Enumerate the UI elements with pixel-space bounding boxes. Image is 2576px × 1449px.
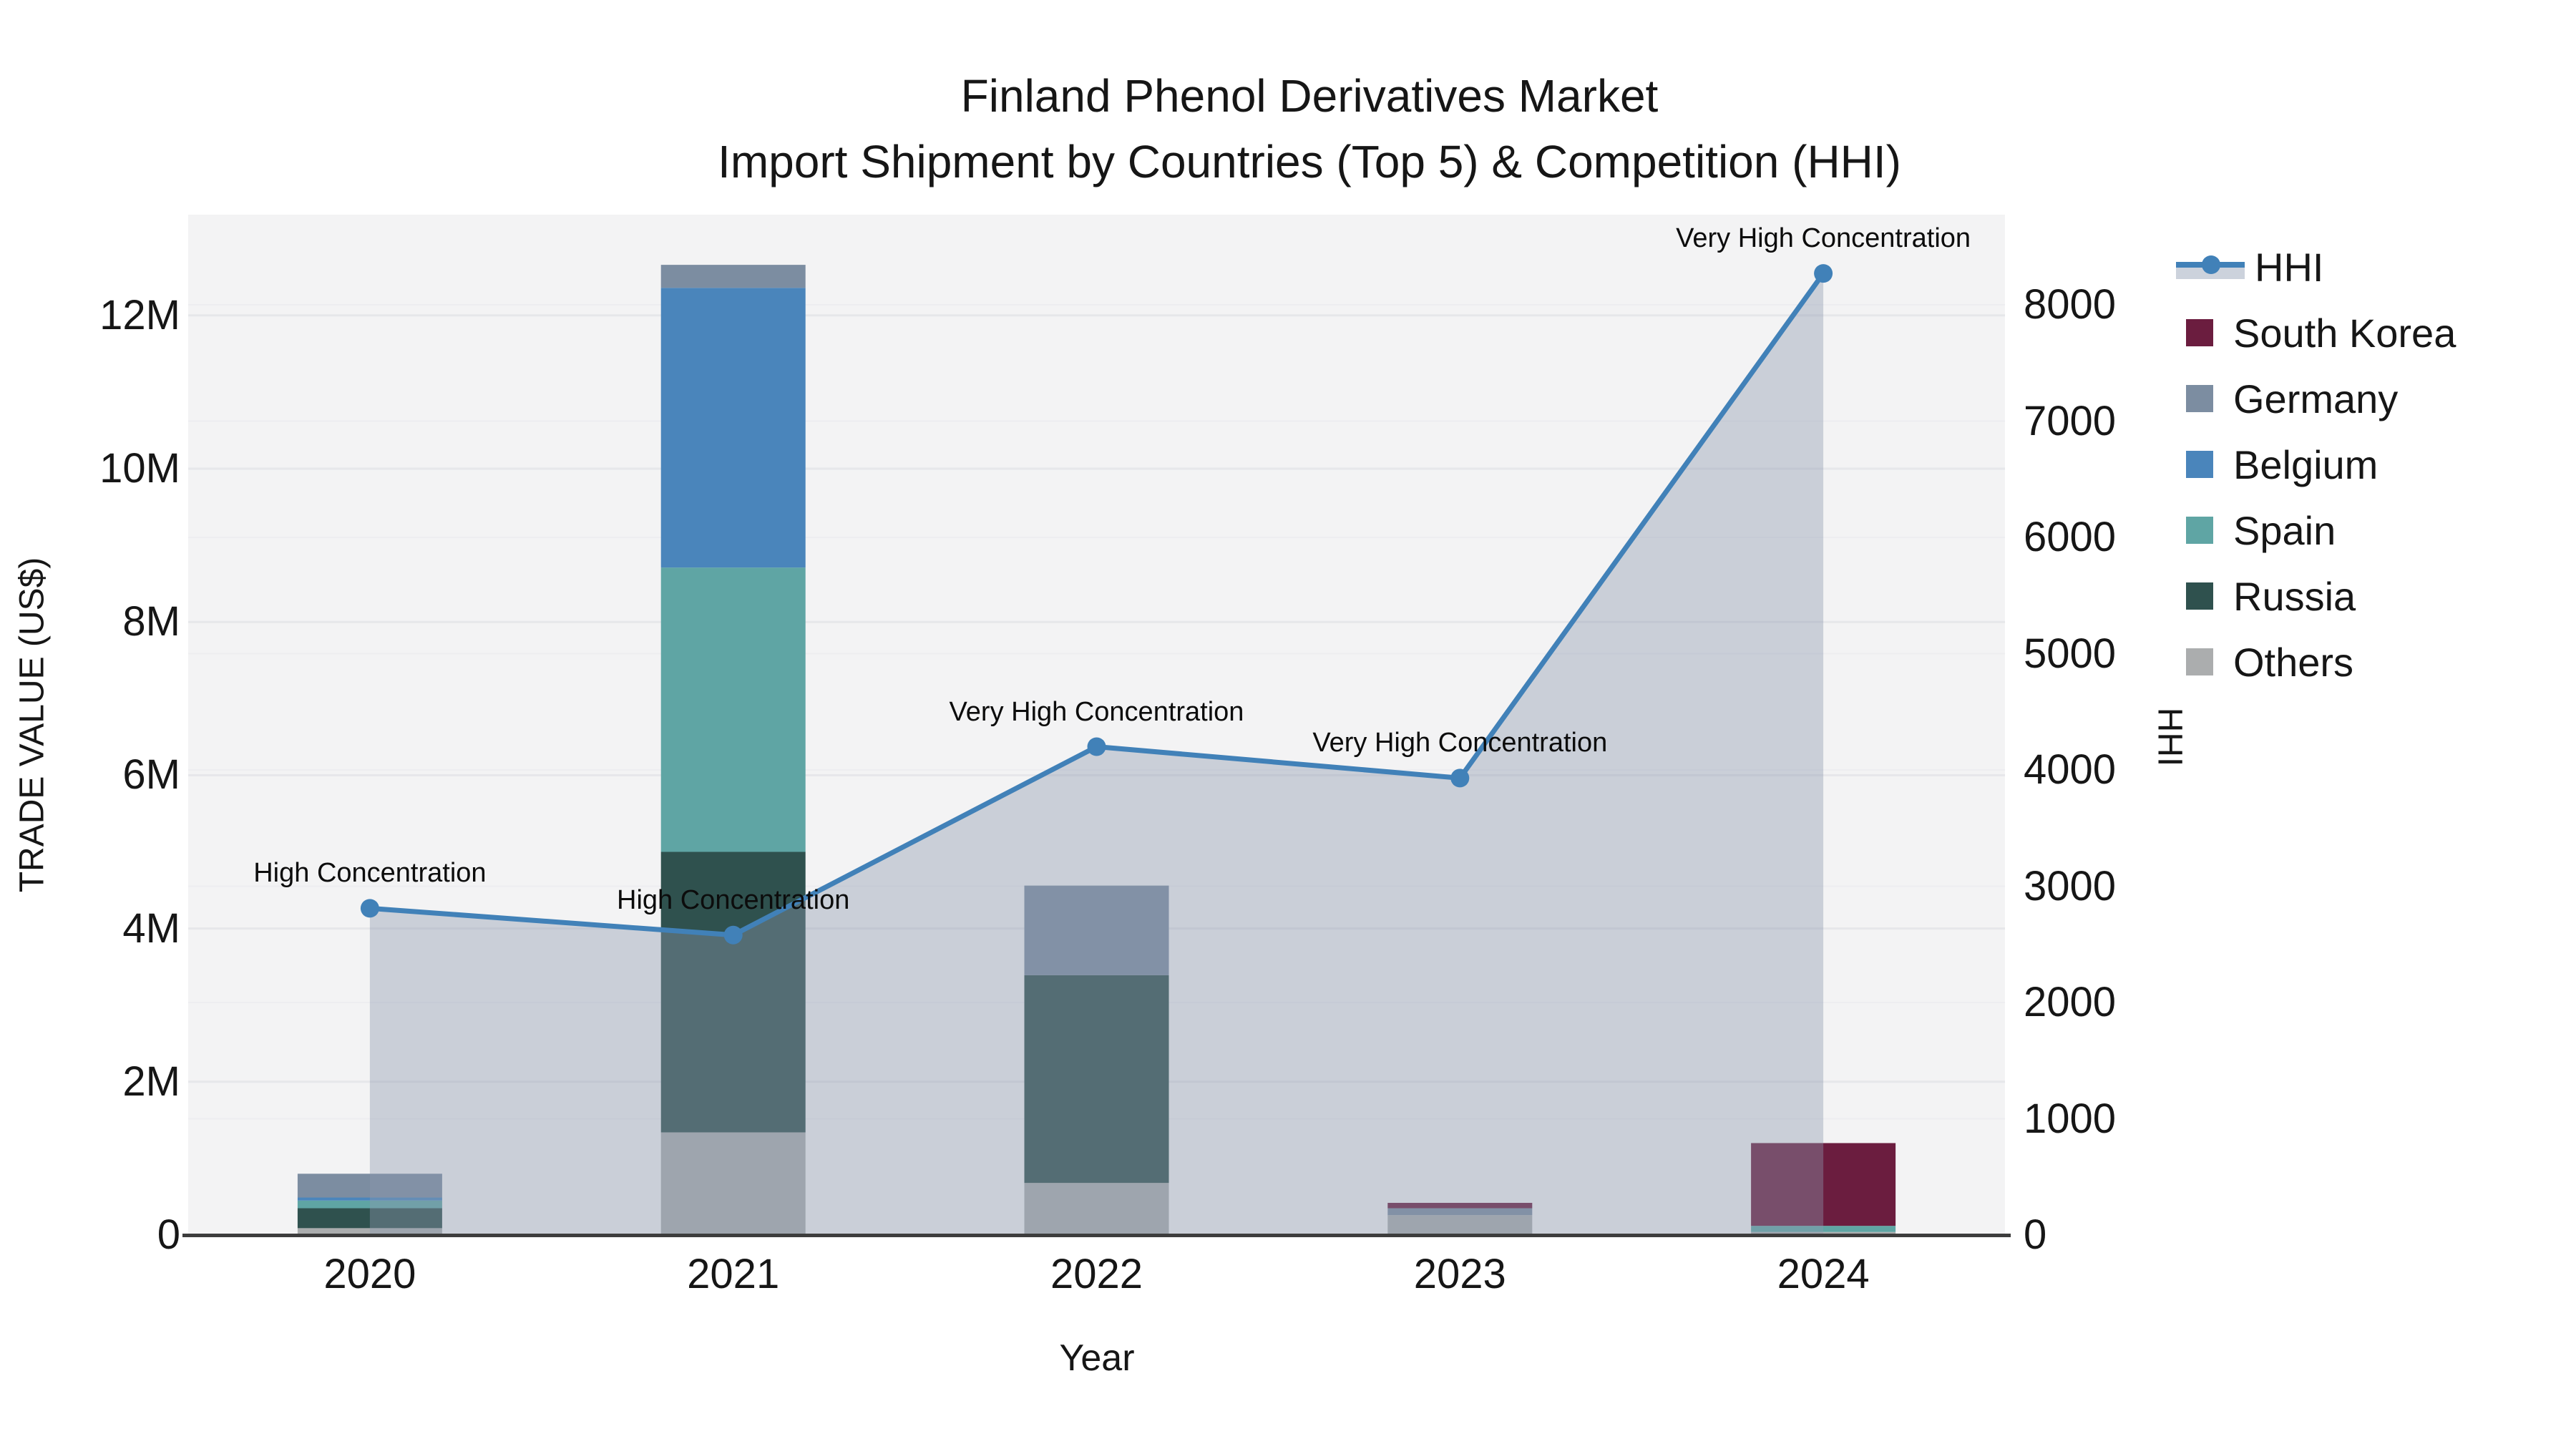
- legend-swatch-icon: [2186, 582, 2213, 610]
- legend-swatch-icon: [2186, 648, 2213, 675]
- bar-segment-germany-2020[interactable]: [297, 1174, 442, 1198]
- hhi-point-2023[interactable]: [1450, 769, 1470, 788]
- y-right-tick-8000: 8000: [2024, 281, 2117, 328]
- bar-segment-south-korea-2024[interactable]: [1751, 1143, 1896, 1226]
- legend-item-spain[interactable]: Spain: [2186, 497, 2456, 563]
- x-axis-line: [182, 1234, 2011, 1237]
- hhi-point-2020[interactable]: [360, 899, 379, 918]
- bar-segment-others-2020[interactable]: [297, 1228, 442, 1235]
- legend-label: Germany: [2233, 376, 2399, 421]
- x-tick-2021: 2021: [687, 1251, 780, 1297]
- legend-label: Spain: [2233, 507, 2336, 553]
- y-right-tick-2000: 2000: [2024, 979, 2117, 1025]
- y-left-tick-8M: 8M: [122, 598, 180, 645]
- y-right-tick-0: 0: [2024, 1211, 2047, 1258]
- y-left-tick-10M: 10M: [99, 445, 180, 492]
- bar-segment-belgium-2021[interactable]: [660, 288, 806, 568]
- bar-segment-south-korea-2023[interactable]: [1387, 1203, 1533, 1209]
- hhi-line-icon: [2176, 253, 2245, 280]
- legend-item-germany[interactable]: Germany: [2186, 366, 2456, 431]
- legend-swatch-icon: [2186, 451, 2213, 478]
- bar-segment-spain-2024[interactable]: [1751, 1226, 1896, 1232]
- legend-item-others[interactable]: Others: [2186, 629, 2456, 695]
- hhi-annotation-2021: High Concentration: [617, 884, 850, 915]
- hhi-annotation-2023: Very High Concentration: [1312, 728, 1608, 758]
- bar-segment-germany-2021[interactable]: [660, 265, 806, 288]
- bar-segment-others-2021[interactable]: [660, 1132, 806, 1235]
- legend-item-russia[interactable]: Russia: [2186, 563, 2456, 629]
- y-right-tick-5000: 5000: [2024, 630, 2117, 677]
- x-tick-2023: 2023: [1413, 1251, 1506, 1297]
- x-axis-title: Year: [1059, 1337, 1135, 1379]
- hhi-point-2024[interactable]: [1814, 264, 1833, 283]
- y-axis-title-right: HHI: [2150, 707, 2189, 767]
- bar-segment-germany-2022[interactable]: [1024, 885, 1169, 975]
- y-left-tick-2M: 2M: [122, 1058, 180, 1105]
- hhi-point-2022[interactable]: [1087, 737, 1106, 756]
- bar-segment-spain-2020[interactable]: [297, 1200, 442, 1209]
- legend-item-belgium[interactable]: Belgium: [2186, 431, 2456, 497]
- y-left-tick-6M: 6M: [122, 751, 180, 799]
- y-right-tick-6000: 6000: [2024, 514, 2117, 560]
- legend: HHI South Korea Germany Belgium Spain Russia O…: [2176, 234, 2456, 695]
- bar-segment-russia-2022[interactable]: [1024, 975, 1169, 1184]
- x-tick-2024: 2024: [1777, 1251, 1870, 1297]
- chart-title: Finland Phenol Derivatives Market Import…: [718, 63, 1901, 195]
- legend-item-hhi[interactable]: HHI: [2176, 234, 2456, 300]
- bar-segment-russia-2021[interactable]: [660, 852, 806, 1133]
- bar-segment-russia-2020[interactable]: [297, 1208, 442, 1229]
- x-tick-2020: 2020: [323, 1251, 416, 1297]
- bar-segment-belgium-2020[interactable]: [297, 1197, 442, 1201]
- chart-title-line1: Finland Phenol Derivatives Market: [960, 70, 1659, 122]
- hhi-annotation-2020: High Concentration: [253, 858, 487, 889]
- legend-swatch-icon: [2186, 319, 2213, 346]
- y-right-tick-3000: 3000: [2024, 862, 2117, 909]
- hhi-point-2021[interactable]: [723, 925, 743, 945]
- bar-segment-others-2024[interactable]: [1751, 1231, 1896, 1235]
- y-right-tick-4000: 4000: [2024, 746, 2117, 793]
- y-left-tick-12M: 12M: [99, 291, 180, 338]
- legend-label: South Korea: [2233, 310, 2457, 356]
- legend-swatch-icon: [2186, 385, 2213, 412]
- legend-label: HHI: [2255, 244, 2324, 290]
- y-left-tick-0: 0: [157, 1211, 180, 1258]
- hhi-annotation-2022: Very High Concentration: [949, 696, 1244, 727]
- y-right-tick-1000: 1000: [2024, 1095, 2117, 1142]
- bar-segment-others-2023[interactable]: [1387, 1215, 1533, 1235]
- x-tick-2022: 2022: [1050, 1251, 1143, 1297]
- legend-label: Others: [2233, 639, 2354, 685]
- chart-title-line2: Import Shipment by Countries (Top 5) & C…: [718, 136, 1901, 187]
- y-right-tick-7000: 7000: [2024, 397, 2117, 444]
- bar-segment-others-2022[interactable]: [1024, 1183, 1169, 1235]
- y-left-tick-4M: 4M: [122, 904, 180, 952]
- legend-label: Russia: [2233, 573, 2356, 619]
- bar-segment-spain-2021[interactable]: [660, 567, 806, 852]
- bar-segment-germany-2023[interactable]: [1387, 1208, 1533, 1216]
- legend-swatch-icon: [2186, 517, 2213, 544]
- legend-label: Belgium: [2233, 441, 2379, 487]
- legend-item-south-korea[interactable]: South Korea: [2186, 300, 2456, 366]
- hhi-annotation-2024: Very High Concentration: [1676, 223, 1971, 254]
